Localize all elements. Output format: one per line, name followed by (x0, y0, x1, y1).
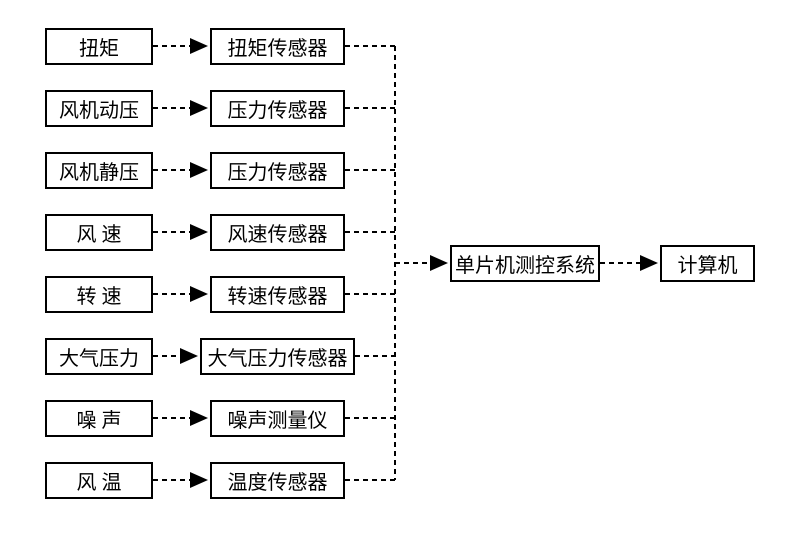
controller-mcu: 单片机测控系统 (450, 245, 600, 282)
label: 计算机 (678, 249, 738, 278)
label: 转 速 (77, 280, 122, 309)
label: 噪 声 (77, 404, 122, 433)
input-noise: 噪 声 (45, 400, 153, 437)
sensor-wind-speed: 风速传感器 (210, 214, 345, 251)
input-wind-temp: 风 温 (45, 462, 153, 499)
label: 扭矩传感器 (228, 32, 328, 61)
input-static-pressure: 风机静压 (45, 152, 153, 189)
label: 扭矩 (79, 32, 119, 61)
label: 转速传感器 (228, 280, 328, 309)
sensor-temp: 温度传感器 (210, 462, 345, 499)
label: 风机静压 (59, 156, 139, 185)
label: 单片机测控系统 (455, 249, 595, 278)
label: 风速传感器 (228, 218, 328, 247)
label: 大气压力 (59, 342, 139, 371)
input-atm-pressure: 大气压力 (45, 338, 153, 375)
sensor-rotation-speed: 转速传感器 (210, 276, 345, 313)
label: 温度传感器 (228, 466, 328, 495)
sensor-atm-pressure: 大气压力传感器 (200, 338, 355, 375)
label: 大气压力传感器 (208, 342, 348, 371)
output-computer: 计算机 (660, 245, 755, 282)
label: 风 速 (77, 218, 122, 247)
sensor-pressure-1: 压力传感器 (210, 90, 345, 127)
label: 风机动压 (59, 94, 139, 123)
input-wind-speed: 风 速 (45, 214, 153, 251)
input-rotation-speed: 转 速 (45, 276, 153, 313)
input-dynamic-pressure: 风机动压 (45, 90, 153, 127)
sensor-pressure-2: 压力传感器 (210, 152, 345, 189)
sensor-noise: 噪声测量仪 (210, 400, 345, 437)
input-torque: 扭矩 (45, 28, 153, 65)
label: 压力传感器 (228, 94, 328, 123)
label: 噪声测量仪 (228, 404, 328, 433)
sensor-torque: 扭矩传感器 (210, 28, 345, 65)
label: 压力传感器 (228, 156, 328, 185)
label: 风 温 (77, 466, 122, 495)
